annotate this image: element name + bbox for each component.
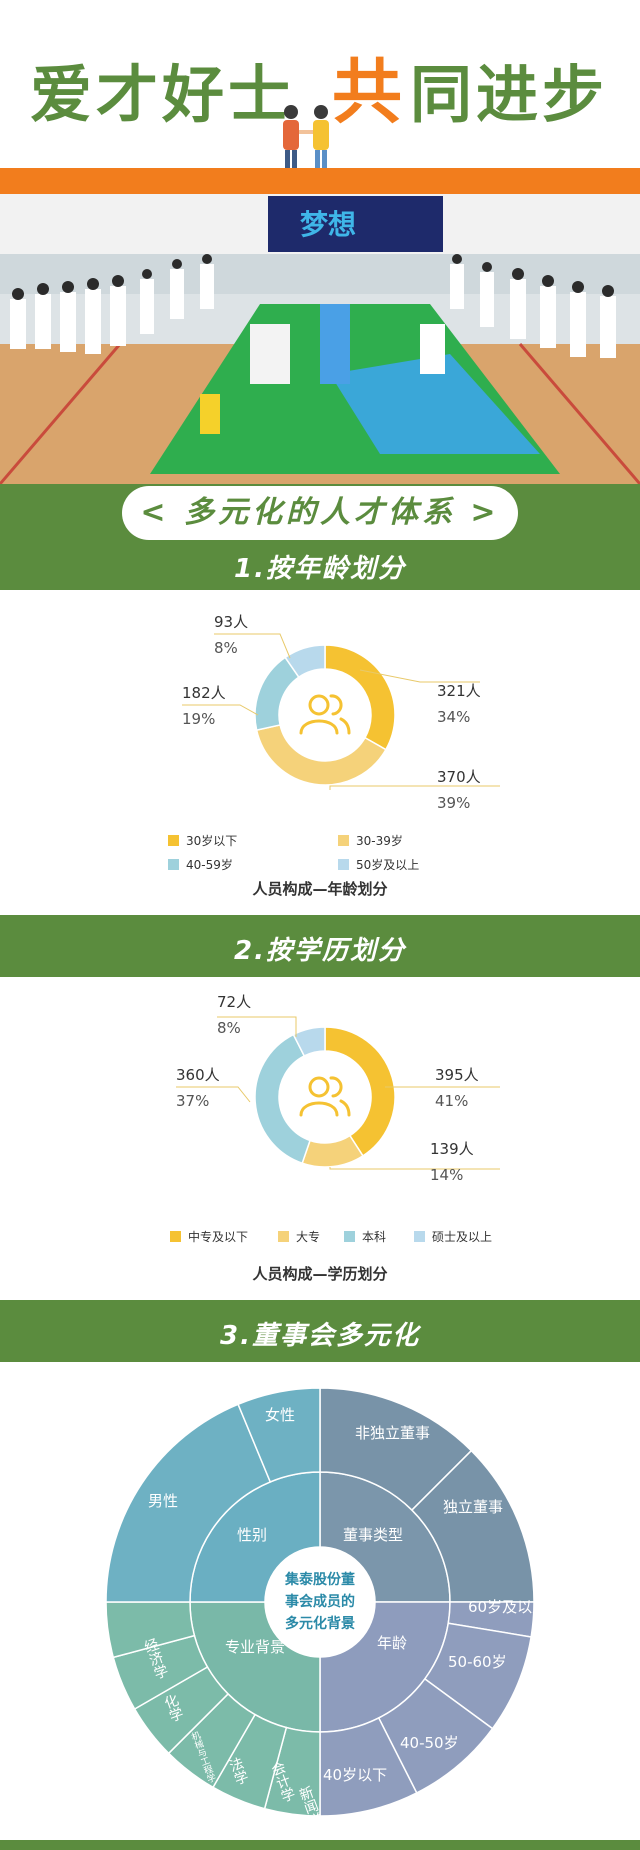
leader-line-1 [359, 669, 480, 683]
center-label-2: 事会成员的 [285, 1593, 355, 1610]
value-label-1: 321人 [437, 682, 481, 700]
donut-slice-2 [301, 1134, 364, 1168]
leader-line-3 [176, 1086, 251, 1103]
age-donut-chart: 321人 34% 370人 39% 182人 19% 93人 8% 30岁以下 30-39岁 40-… [168, 613, 500, 872]
child-label-4-2: 女性 [265, 1406, 295, 1424]
sunburst-center [265, 1547, 375, 1657]
percent-label-1: 34% [437, 708, 470, 726]
banner-text: 梦想 [300, 208, 356, 241]
leader-line-4 [217, 1016, 297, 1037]
bottom-strip [0, 1840, 640, 1850]
value-label-2: 370人 [437, 768, 481, 786]
value-label-3: 182人 [182, 684, 226, 702]
value-label-2: 139人 [430, 1140, 474, 1158]
percent-label-3: 37% [176, 1092, 209, 1110]
legend-label-1: 30岁以下 [186, 833, 237, 848]
title-left: 爱才好士 [30, 58, 295, 131]
group-label-3: 专业背景 [225, 1638, 285, 1656]
child-label-2-3: 40-50岁 [400, 1734, 459, 1752]
child-label-2-2: 50-60岁 [448, 1653, 507, 1671]
group-photo: 梦想 [0, 194, 640, 484]
child-label-1-1: 非独立董事 [355, 1424, 430, 1442]
header-bar: 爱才好士 共 同进步 [0, 0, 640, 186]
legend-label-4: 硕士及以上 [432, 1230, 492, 1244]
section-title-education: 2.按学历划分 [234, 936, 406, 966]
title-right: 同进步 [410, 58, 609, 131]
percent-label-2: 39% [437, 794, 470, 812]
education-donut-chart: 395人 41% 139人 14% 360人 37% 72人 8% 中专及以下 大专 本科 硕士及以上 [170, 993, 500, 1244]
donut-slice-4 [284, 644, 326, 679]
legend-swatch-1 [168, 835, 179, 846]
legend-swatch-3 [344, 1231, 355, 1242]
child-label-2-1: 60岁及以上 [468, 1598, 547, 1616]
group-label-1: 董事类型 [343, 1526, 403, 1544]
legend-label-3: 本科 [362, 1230, 386, 1244]
legend-swatch-1 [170, 1231, 181, 1242]
main-title: < 多元化的人才体系 > [122, 486, 518, 540]
leader-line-2 [329, 785, 500, 790]
leader-line-2 [329, 1167, 500, 1170]
value-label-4: 93人 [214, 613, 248, 631]
donut-slice-4 [292, 1026, 326, 1057]
percent-label-4: 8% [214, 639, 238, 657]
legend-label-2: 大专 [296, 1229, 320, 1244]
legend-label-1: 中专及以下 [188, 1229, 248, 1244]
legend-swatch-4 [338, 859, 349, 870]
people-icon [299, 1076, 351, 1117]
section-header-board [0, 1300, 640, 1362]
orange-stripe [0, 168, 640, 194]
child-label-4-1: 男性 [148, 1492, 178, 1510]
people-icon [299, 694, 351, 735]
child-label-2-4: 40岁以下 [323, 1766, 387, 1784]
section-header-education [0, 915, 640, 977]
leader-line-4 [214, 633, 291, 659]
legend-label-4: 50岁及以上 [356, 857, 419, 872]
group-label-2: 年龄 [377, 1634, 407, 1652]
group-label-4: 性别 [237, 1526, 267, 1544]
legend-swatch-3 [168, 859, 179, 870]
center-label-3: 多元化背景 [285, 1615, 355, 1632]
percent-label-2: 14% [430, 1166, 463, 1184]
child-label-1-2: 独立董事 [443, 1498, 503, 1516]
legend-label-2: 30-39岁 [356, 833, 403, 848]
percent-label-3: 19% [182, 710, 215, 728]
value-label-4: 72人 [217, 993, 251, 1011]
leader-line-3 [182, 704, 259, 716]
section-title-age: 1.按年龄划分 [234, 554, 406, 584]
donut-slice-3 [254, 1033, 311, 1165]
legend-swatch-2 [338, 835, 349, 846]
value-label-1: 395人 [435, 1066, 479, 1084]
legend-swatch-2 [278, 1231, 289, 1242]
title-accent: 共 [332, 51, 406, 133]
center-label-1: 集泰股份董 [284, 1571, 355, 1588]
section-title-board: 3.董事会多元化 [220, 1321, 420, 1351]
sunburst-child-4-2 [237, 1387, 321, 1483]
age-chart-caption: 人员构成—年龄划分 [252, 880, 388, 898]
legend-swatch-4 [414, 1231, 425, 1242]
percent-label-4: 8% [217, 1019, 241, 1037]
percent-label-1: 41% [435, 1092, 468, 1110]
value-label-3: 360人 [176, 1066, 220, 1084]
education-chart-caption: 人员构成—学历划分 [252, 1265, 388, 1283]
donut-slice-2 [255, 724, 387, 786]
legend-label-3: 40-59岁 [186, 857, 233, 872]
donut-slice-1 [324, 1026, 396, 1157]
